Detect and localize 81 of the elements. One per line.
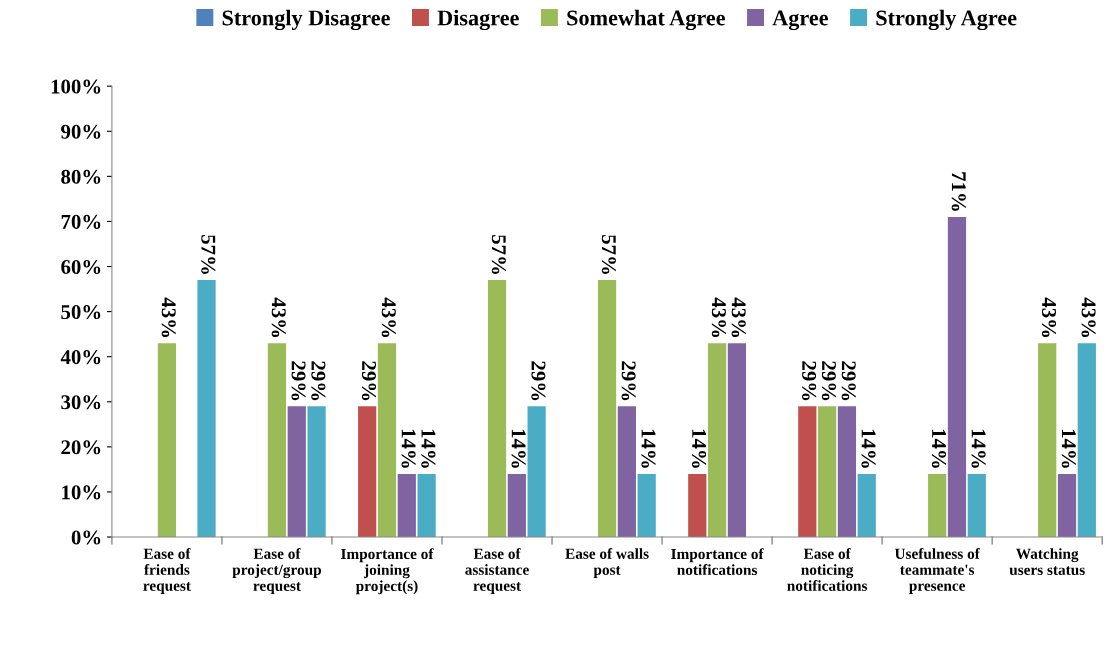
data-label: 14% <box>971 429 986 468</box>
data-label: 43% <box>1041 297 1057 338</box>
y-tick-label: 40% <box>60 350 101 365</box>
bar <box>527 406 546 538</box>
bar <box>358 406 377 538</box>
data-label: 14% <box>861 429 876 468</box>
x-tick-label: Ease of project/group request <box>232 547 322 595</box>
legend-label: Agree <box>772 10 829 31</box>
data-label: 14% <box>421 429 436 468</box>
x-tick-label: Ease of assistance request <box>465 547 529 594</box>
bar <box>267 343 287 538</box>
y-tick-label: 80% <box>61 169 101 184</box>
legend-label: Strongly Disagree <box>222 9 390 31</box>
x-tick-label: Ease of friends request <box>143 547 191 594</box>
bar <box>967 473 986 538</box>
bar <box>377 343 397 538</box>
bar <box>837 406 857 538</box>
y-tick-label: 20% <box>61 440 101 455</box>
data-label: 29% <box>621 361 636 401</box>
bar <box>928 473 947 538</box>
bar <box>417 473 436 538</box>
bar <box>798 406 817 538</box>
data-label: 43% <box>271 297 286 338</box>
bar <box>727 343 747 538</box>
data-label: 29% <box>841 361 856 401</box>
data-label: 43% <box>1081 297 1096 338</box>
data-label: 71% <box>951 172 966 211</box>
y-tick-label: 70% <box>61 214 101 229</box>
bar <box>688 473 707 538</box>
y-tick-label: 60% <box>61 259 101 275</box>
x-tick-label: Importance of notifications <box>671 548 764 576</box>
y-tick-label: 90% <box>61 124 101 139</box>
bar <box>287 406 306 538</box>
y-tick-label: 0% <box>71 530 101 545</box>
bar <box>397 473 416 538</box>
bar <box>597 280 617 538</box>
x-tick-label: Watching users status <box>1009 548 1085 576</box>
data-label: 43% <box>711 297 726 338</box>
bar <box>1057 473 1077 538</box>
y-tick-label: 10% <box>62 485 101 500</box>
data-label: 43% <box>381 297 396 338</box>
data-label: 57% <box>601 235 616 274</box>
bar <box>637 473 656 538</box>
data-label: 57% <box>201 235 216 274</box>
x-tick-label: Ease of walls post <box>565 547 649 578</box>
bar <box>1077 343 1096 538</box>
bar <box>197 280 216 538</box>
bar <box>307 406 326 538</box>
data-label: 14% <box>401 429 416 468</box>
data-label: 29% <box>802 361 817 401</box>
legend-label: Somewhat Agree <box>567 9 725 31</box>
data-label: 43% <box>161 297 176 338</box>
data-label: 14% <box>1061 429 1076 468</box>
bar <box>507 473 526 538</box>
bar <box>617 406 636 538</box>
x-tick-label: Usefulness of teammate's presence <box>894 547 980 594</box>
y-tick-label: 100% <box>51 79 101 94</box>
x-tick-label: Ease of noticing notifications <box>787 547 868 591</box>
data-label: 29% <box>311 361 326 401</box>
y-tick-label: 50% <box>61 304 101 320</box>
bar <box>1038 343 1057 538</box>
data-label: 14% <box>511 429 526 468</box>
bar <box>857 473 876 538</box>
legend-label: Strongly Agree <box>876 9 1017 31</box>
data-label: 57% <box>491 235 506 274</box>
legend-label: Disagree <box>437 9 519 31</box>
data-label: 14% <box>692 429 707 468</box>
data-label: 29% <box>821 361 836 401</box>
x-tick-label: Importance of joining project(s) <box>341 548 434 595</box>
data-label: 29% <box>291 361 306 401</box>
y-tick-label: 30% <box>61 395 101 410</box>
data-label: 14% <box>641 429 656 468</box>
data-label: 43% <box>731 297 746 338</box>
bar <box>947 216 967 538</box>
bar <box>707 343 727 538</box>
data-label: 29% <box>531 361 546 401</box>
bar <box>818 406 837 538</box>
data-label: 29% <box>361 361 377 401</box>
bar <box>487 280 507 538</box>
bar <box>157 343 177 538</box>
data-label: 14% <box>931 429 947 468</box>
